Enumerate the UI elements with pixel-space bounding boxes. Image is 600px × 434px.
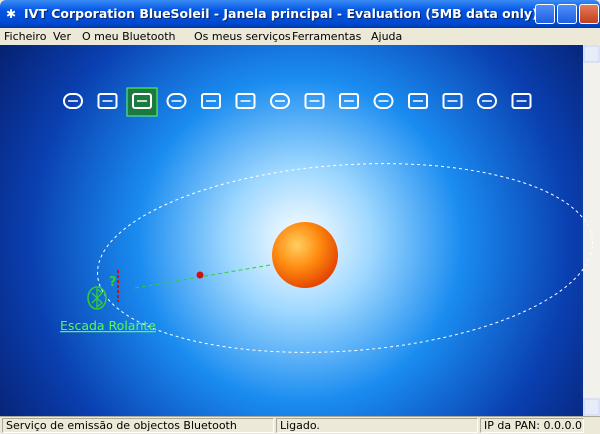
main-view: ? Escada Rolante xyxy=(0,45,600,416)
status-pane: Ligado. xyxy=(276,418,478,433)
app-window: ✱ IVT Corporation BlueSoleil - Janela pr… xyxy=(0,0,600,434)
menu-item[interactable]: Ajuda xyxy=(371,30,402,43)
close-button[interactable] xyxy=(579,4,599,24)
service-icon[interactable] xyxy=(127,88,157,116)
menu-item[interactable]: Ferramentas xyxy=(292,30,361,43)
scroll-up[interactable] xyxy=(584,46,599,62)
menu-item[interactable]: Ver xyxy=(53,30,71,43)
menu-item[interactable]: O meu Bluetooth xyxy=(82,30,176,43)
menu-item[interactable]: Ficheiro xyxy=(4,30,46,43)
menu-item[interactable]: Os meus serviços xyxy=(194,30,291,43)
signal-dot xyxy=(197,272,204,279)
window-title: IVT Corporation BlueSoleil - Janela prin… xyxy=(24,6,538,21)
status-pane: IP da PAN: 0.0.0.0 xyxy=(480,418,584,433)
icon-highlight xyxy=(127,88,157,116)
status-pane: Serviço de emissão de objectos Bluetooth xyxy=(2,418,274,433)
minimize-button[interactable] xyxy=(535,4,555,24)
app-icon: ✱ xyxy=(6,7,18,21)
title-bar: ✱ IVT Corporation BlueSoleil - Janela pr… xyxy=(0,0,600,28)
device-label[interactable]: Escada Rolante xyxy=(60,318,156,333)
svg-text:?: ? xyxy=(109,275,117,290)
local-device-sphere[interactable] xyxy=(272,222,338,288)
scroll-down[interactable] xyxy=(584,399,599,415)
status-bar: Serviço de emissão de objectos Bluetooth… xyxy=(0,416,600,434)
maximize-button[interactable] xyxy=(557,4,577,24)
scrollbar[interactable] xyxy=(583,45,600,416)
menu-bar: Ficheiro Ver O meu Bluetooth Os meus serviç… xyxy=(0,28,600,45)
